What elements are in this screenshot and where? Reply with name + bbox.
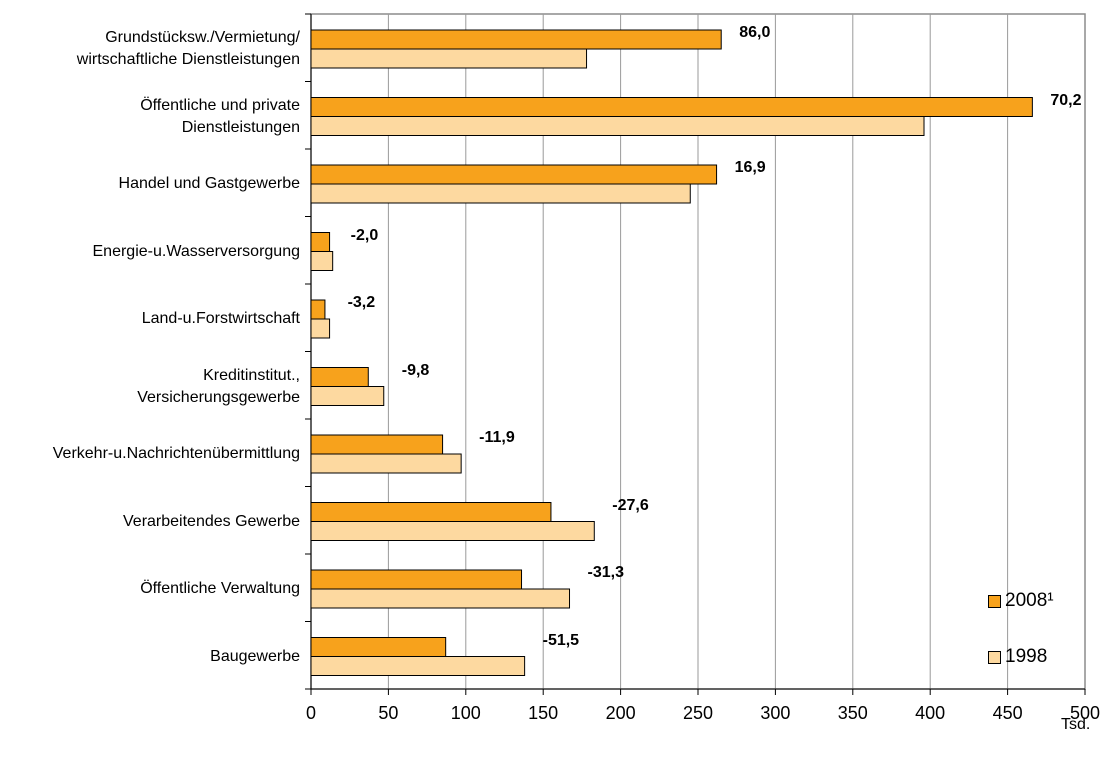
bar-1998 <box>310 183 691 204</box>
category-label-line: Verkehr-u.Nachrichtenübermittlung <box>52 445 300 462</box>
category-label-line: Energie-u.Wasserversorgung <box>92 242 301 260</box>
data-label: -31,3 <box>587 564 624 581</box>
category-label-line: wirtschaftliche Dienstleistungen <box>76 51 300 68</box>
bar-1998 <box>310 48 588 69</box>
category-label-line: Kreditinstitut., <box>203 366 300 384</box>
category-label-line: Land-u.Forstwirtschaft <box>141 310 300 327</box>
category-label: Öffentliche Verwaltung <box>0 578 300 600</box>
category-label-line: Versicherungsgewerbe <box>137 388 300 406</box>
bar-2008 <box>310 164 718 185</box>
data-label: 86,0 <box>739 24 771 41</box>
data-label: -11,9 <box>479 429 515 446</box>
x-tick-label: 0 <box>305 703 316 723</box>
category-label-line: Dienstleistungen <box>181 118 300 136</box>
x-tick-label: 450 <box>992 703 1023 723</box>
category-label: Energie-u.Wasserversorgung <box>0 241 301 263</box>
category-label: Baugewerbe <box>0 646 300 668</box>
bar-1998 <box>310 318 331 339</box>
bar-2008 <box>310 232 331 252</box>
legend-swatch <box>988 650 1001 664</box>
data-label: 70,2 <box>1050 91 1082 109</box>
bar-1998 <box>310 116 925 136</box>
bar-2008 <box>310 502 552 522</box>
x-unit-label: Tsd. <box>1061 716 1091 733</box>
bar-2008 <box>310 299 326 320</box>
data-label: 16,9 <box>734 159 766 176</box>
category-label: Land-u.Forstwirtschaft <box>0 308 300 330</box>
data-label: -51,5 <box>542 631 580 649</box>
category-label-line: Baugewerbe <box>210 647 300 665</box>
x-tick-label: 350 <box>837 703 868 723</box>
category-label: Verarbeitendes Gewerbe <box>0 511 300 533</box>
x-tick-label: 50 <box>378 703 399 723</box>
category-label: Grundstücksw./Vermietung/wirtschaftliche… <box>0 27 300 71</box>
bar-2008 <box>310 637 447 657</box>
legend-label: 1998 <box>1005 646 1048 667</box>
category-label: Öffentliche und private Dienstleistungen <box>0 95 300 139</box>
legend-item: 1998 <box>988 646 1047 668</box>
bar-1998 <box>310 453 462 474</box>
bar-2008 <box>310 367 369 387</box>
x-tick-label: 100 <box>450 703 481 723</box>
bar-1998 <box>310 386 385 406</box>
data-label: -27,6 <box>612 496 649 514</box>
bar-2008 <box>310 29 722 50</box>
data-label: -9,8 <box>401 361 430 379</box>
data-label: -3,2 <box>347 294 376 311</box>
category-label-line: Öffentliche und private <box>140 96 300 114</box>
category-label: Verkehr-u.Nachrichtenübermittlung <box>0 443 300 465</box>
bar-1998 <box>310 588 571 609</box>
category-label-line: Öffentliche Verwaltung <box>140 580 300 597</box>
category-label: Kreditinstitut., Versicherungsgewerbe <box>0 365 300 409</box>
bar-2008 <box>310 434 444 455</box>
data-label: -2,0 <box>350 226 379 244</box>
x-tick-label: 150 <box>528 703 559 723</box>
x-tick-label: 500 <box>1069 703 1101 723</box>
bar-2008 <box>310 97 1033 117</box>
x-tick-label: 300 <box>760 703 791 723</box>
bar-1998 <box>310 521 595 541</box>
x-tick-label: 200 <box>605 703 636 723</box>
legend-swatch <box>988 594 1001 608</box>
category-label-line: Verarbeitendes Gewerbe <box>123 512 300 530</box>
x-tick-label: 250 <box>682 703 714 723</box>
bar-1998 <box>310 656 526 676</box>
legend-item: 2008¹ <box>988 590 1054 612</box>
category-label: Handel und Gastgewerbe <box>0 173 300 195</box>
category-label-line: Handel und Gastgewerbe <box>118 175 300 192</box>
bar-2008 <box>310 569 523 590</box>
legend-label: 2008¹ <box>1005 590 1054 611</box>
bar-1998 <box>310 251 334 271</box>
category-label-line: Grundstücksw./Vermietung/ <box>105 29 300 46</box>
x-tick-label: 400 <box>915 703 946 723</box>
